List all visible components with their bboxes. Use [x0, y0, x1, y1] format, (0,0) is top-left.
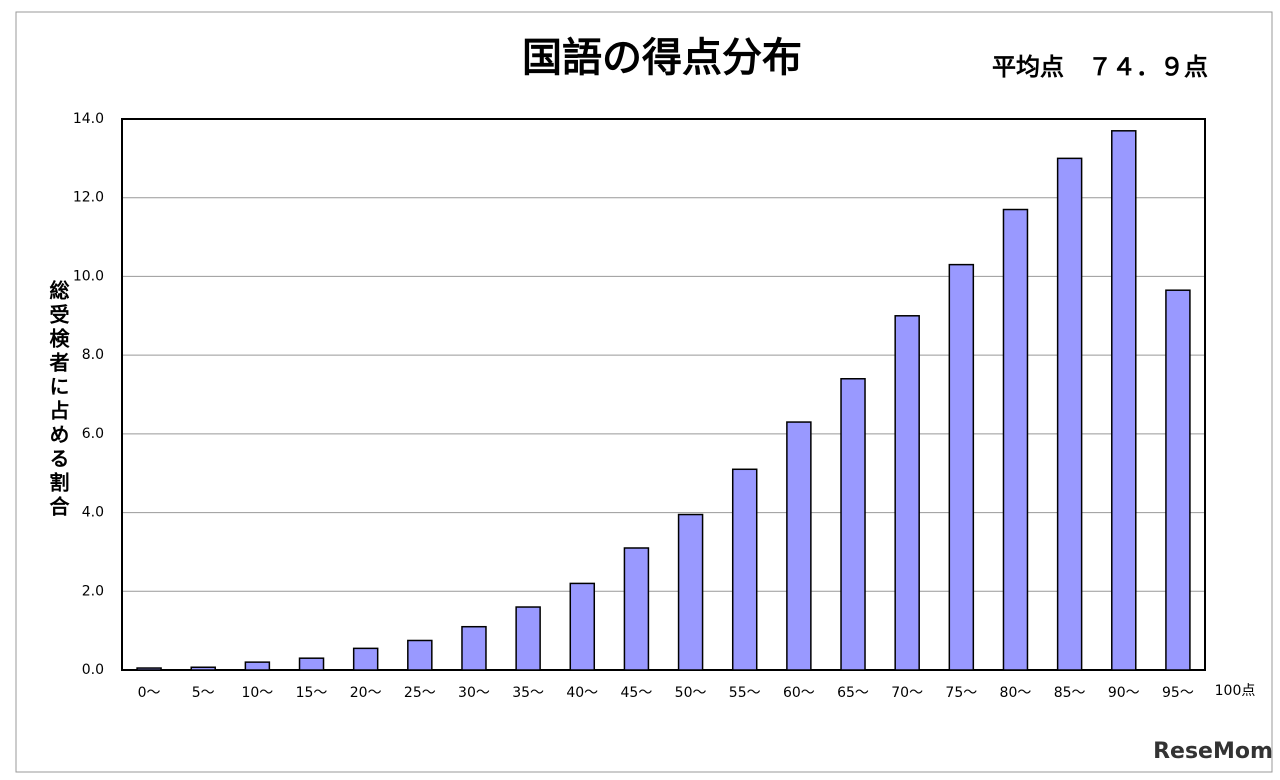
bar — [352, 647, 379, 671]
x-tick-label: 85～ — [1054, 685, 1086, 701]
x-tick-label: 60～ — [783, 685, 815, 701]
x-tick-label: 95～ — [1162, 685, 1194, 701]
bar — [894, 315, 920, 671]
bar — [244, 661, 271, 671]
watermark: ReseMom — [1153, 739, 1273, 764]
x-end-label: 100点 — [1215, 683, 1256, 699]
y-tick-label: 4.0 — [82, 505, 104, 521]
y-tick-label: 8.0 — [82, 347, 104, 363]
plot-frame — [121, 118, 1206, 671]
x-tick-label: 10～ — [241, 685, 273, 701]
chart-title: 国語の得点分布 — [522, 35, 802, 81]
y-axis-label: 総受検者に占める割合 — [46, 280, 70, 520]
x-tick-label: 25～ — [404, 685, 436, 701]
x-tick-label: 40～ — [566, 685, 598, 701]
frame — [15, 11, 1273, 773]
y-tick-label: 6.0 — [82, 426, 104, 442]
bar — [1056, 157, 1083, 671]
x-tick-label: 90～ — [1108, 685, 1140, 701]
bar — [298, 657, 325, 671]
y-tick-label: 0.0 — [82, 662, 104, 678]
y-tick-label: 12.0 — [73, 190, 104, 206]
bar — [786, 421, 812, 671]
bar — [731, 468, 758, 671]
y-tick-label: 2.0 — [82, 583, 104, 599]
bar — [136, 667, 162, 671]
x-tick-label: 65～ — [837, 685, 869, 701]
x-tick-label: 0～ — [138, 685, 161, 701]
y-tick-label: 10.0 — [73, 268, 104, 284]
x-tick-label: 75～ — [945, 685, 977, 701]
bar — [1165, 289, 1191, 671]
x-tick-label: 80～ — [1000, 685, 1032, 701]
bar — [1111, 130, 1137, 671]
y-tick-label: 14.0 — [73, 111, 104, 127]
bar — [407, 639, 433, 671]
x-tick-label: 30～ — [458, 685, 490, 701]
bar — [569, 582, 596, 671]
x-tick-label: 15～ — [296, 685, 328, 701]
bar — [190, 666, 216, 671]
x-tick-label: 5～ — [192, 685, 215, 701]
x-tick-label: 45～ — [621, 685, 653, 701]
x-tick-label: 20～ — [350, 685, 382, 701]
x-tick-label: 70～ — [891, 685, 923, 701]
x-tick-label: 55～ — [729, 685, 761, 701]
bar — [623, 547, 650, 671]
bar — [948, 263, 975, 671]
bar — [515, 606, 541, 671]
bar — [461, 625, 487, 671]
bar — [677, 513, 704, 671]
x-tick-label: 35～ — [512, 685, 544, 701]
x-tick-label: 50～ — [675, 685, 707, 701]
bar — [840, 378, 866, 671]
bar — [1002, 208, 1029, 671]
chart-subtitle: 平均点 ７４．９点 — [992, 53, 1208, 81]
